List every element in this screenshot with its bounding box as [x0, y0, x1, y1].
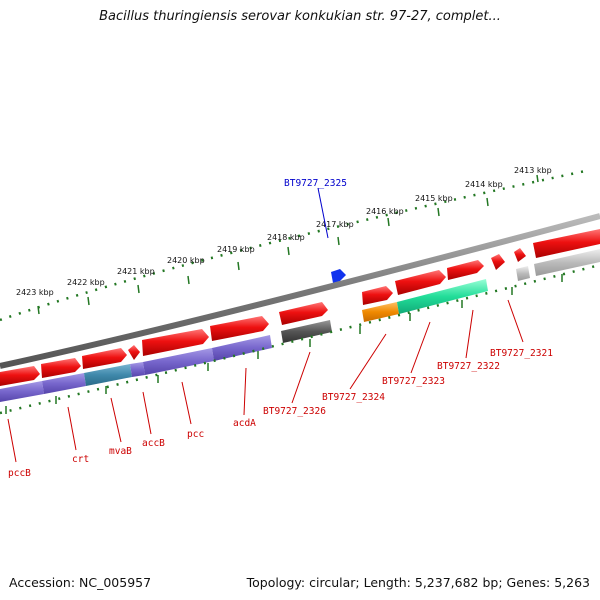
gene-label-bt9727-2325[interactable]: BT9727_2325 [284, 178, 347, 189]
gene-feature[interactable] [0, 366, 40, 386]
gene-feature[interactable] [279, 302, 328, 325]
gene-feature[interactable] [447, 260, 484, 280]
ruler-tick-label: 2417 kbp [316, 220, 354, 229]
ruler-tick-label: 2419 kbp [217, 245, 255, 254]
gene-feature[interactable] [395, 270, 446, 295]
gene-label-connectors [7, 299, 524, 463]
gene-feature[interactable] [516, 266, 530, 281]
inner-ruler-ticks [5, 274, 563, 414]
ruler-tick-label: 2420 kbp [167, 256, 205, 265]
gene-feature[interactable] [42, 373, 86, 394]
outer-ruler [0, 168, 591, 322]
gene-feature[interactable] [281, 320, 332, 343]
gene-feature[interactable] [210, 316, 269, 341]
gene-feature[interactable] [534, 249, 600, 276]
gene-feature[interactable] [130, 362, 145, 377]
gene-feature[interactable] [397, 279, 488, 314]
ruler-tick-label: 2415 kbp [415, 194, 453, 203]
gene-label-bt9727-2321[interactable]: BT9727_2321 [490, 348, 553, 359]
gene-feature[interactable] [362, 302, 399, 322]
gene-feature[interactable] [142, 329, 209, 356]
gene-feature[interactable] [128, 345, 140, 360]
gene-label-accb[interactable]: accB [142, 438, 165, 449]
gene-label-pccb[interactable]: pccB [8, 468, 31, 479]
ruler-tick-label: 2418 kbp [267, 233, 305, 242]
gene-feature[interactable] [212, 335, 272, 361]
gene-feature[interactable] [0, 381, 44, 402]
ruler-tick-label: 2423 kbp [16, 288, 54, 297]
map-title: Bacillus thuringiensis serovar konkukian… [99, 9, 501, 24]
ruler-tick-label: 2413 kbp [514, 166, 552, 175]
gene-label-bt9727-2322[interactable]: BT9727_2322 [437, 361, 500, 372]
reverse-strand-features [0, 249, 600, 402]
gene-feature[interactable] [84, 364, 132, 386]
topology-text: Topology: circular; Length: 5,237,682 bp… [246, 575, 590, 590]
ruler-tick-label: 2421 kbp [117, 267, 155, 276]
gene-feature[interactable] [491, 254, 505, 270]
genome-backbone [0, 213, 600, 369]
gene-label-bt9727-2324[interactable]: BT9727_2324 [322, 392, 385, 403]
outer-ruler-ticks [37, 174, 539, 315]
gene-feature[interactable] [143, 348, 214, 375]
accession-text: Accession: NC_005957 [9, 575, 152, 590]
ruler-tick-label: 2414 kbp [465, 180, 503, 189]
gene-label-crt[interactable]: crt [72, 454, 89, 465]
ruler-tick-label: 2422 kbp [67, 278, 105, 287]
gene-feature[interactable] [82, 348, 127, 369]
gene-label-bt9727-2326[interactable]: BT9727_2326 [263, 406, 326, 417]
gene-label-pcc[interactable]: pcc [187, 429, 204, 440]
gene-feature[interactable] [533, 229, 600, 258]
gene-label-acda[interactable]: acdA [233, 418, 256, 429]
forward-strand-features [0, 229, 600, 386]
gene-bt9727-2325-feature[interactable] [331, 269, 346, 283]
gene-label-bt9727-2323[interactable]: BT9727_2323 [382, 376, 445, 387]
gene-label-mvab[interactable]: mvaB [109, 446, 132, 457]
gene-label-connector [317, 187, 329, 239]
inner-ruler [0, 263, 600, 415]
gene-feature[interactable] [362, 286, 393, 305]
ruler-tick-label: 2416 kbp [366, 207, 404, 216]
gene-feature[interactable] [514, 248, 526, 262]
gene-feature[interactable] [41, 358, 81, 378]
